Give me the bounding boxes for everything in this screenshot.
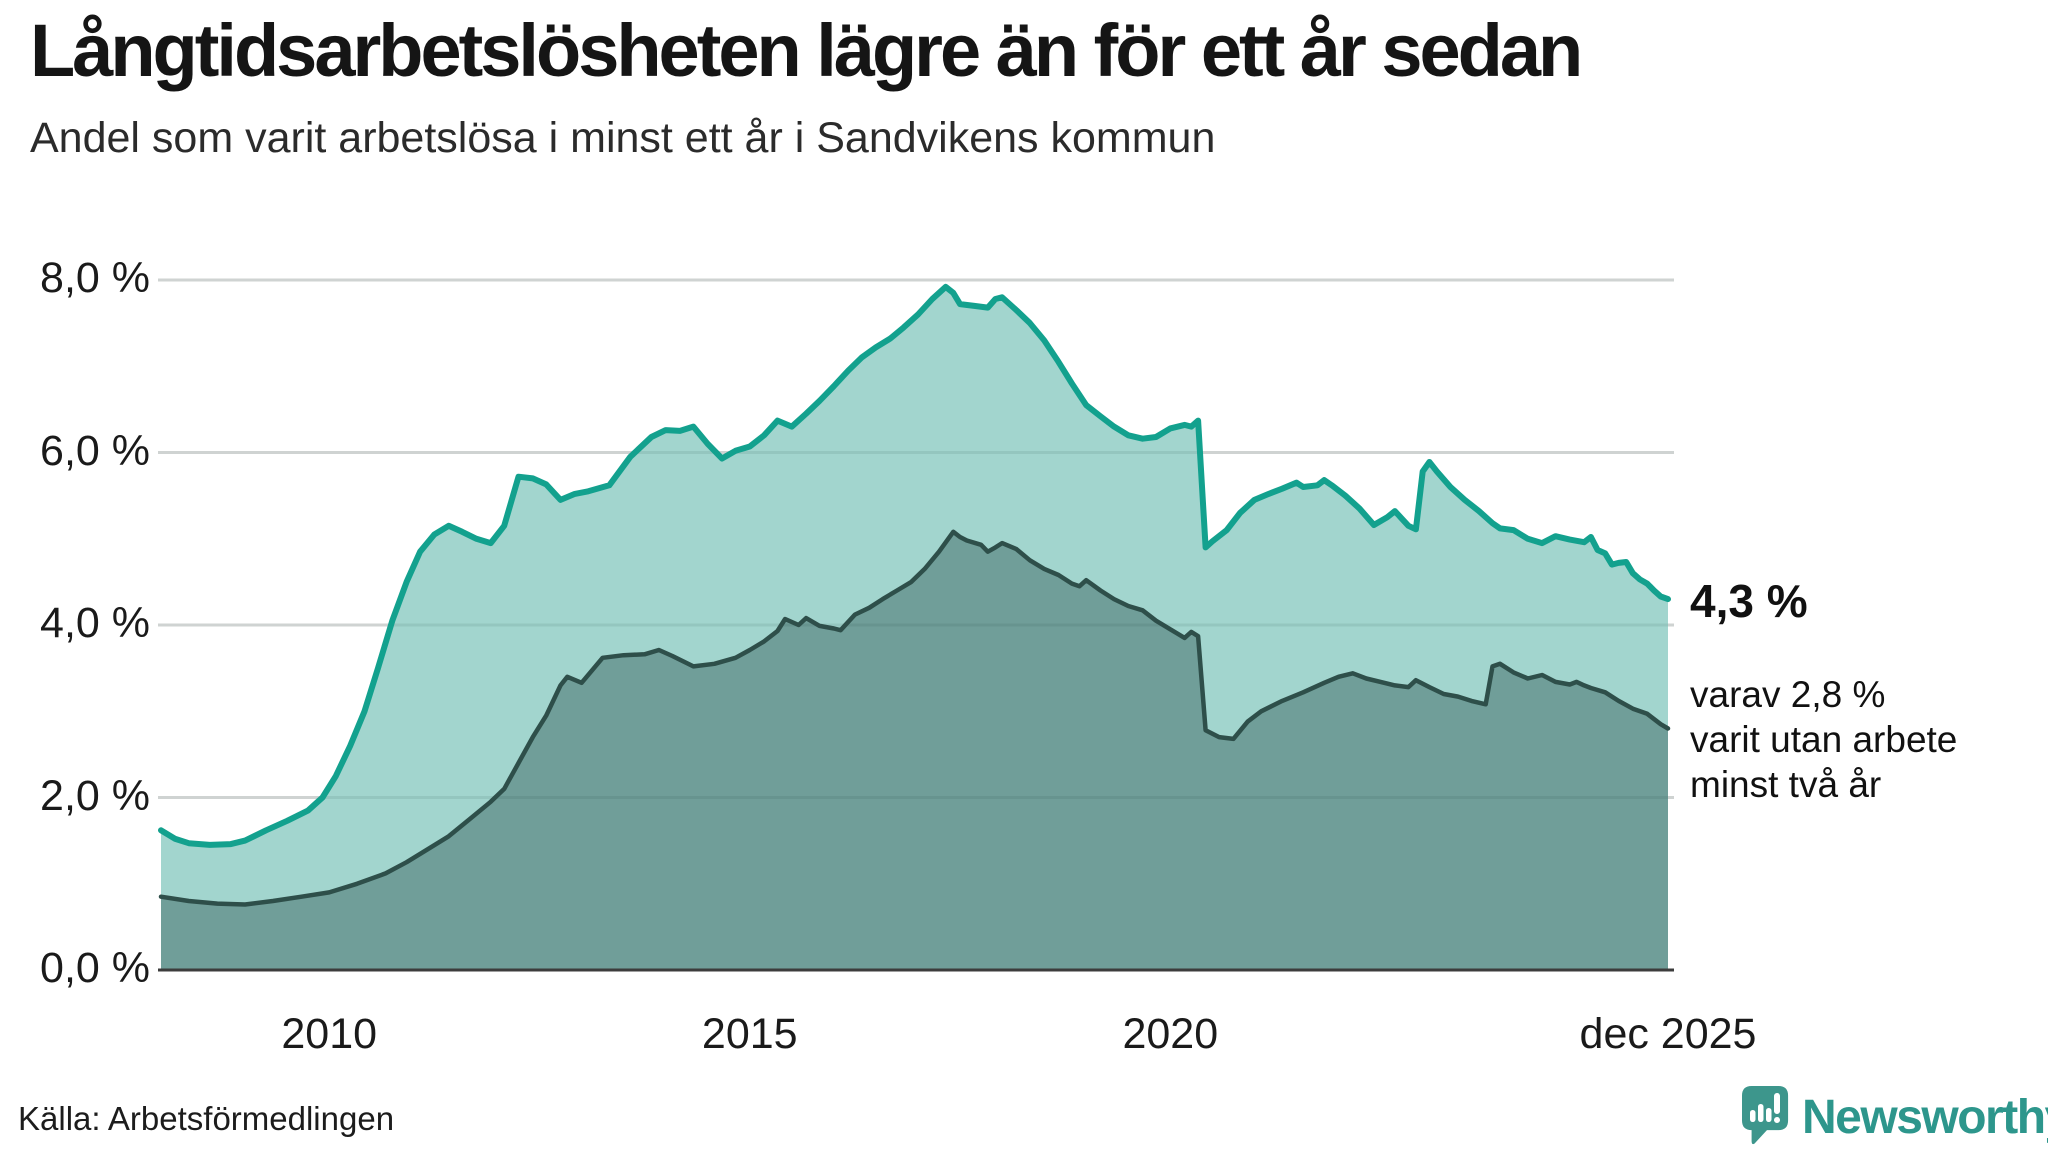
newsworthy-logo: Newsworthy — [1742, 1086, 2048, 1148]
y-tick-label: 4,0 % — [40, 599, 150, 647]
y-tick-label: 0,0 % — [40, 944, 150, 992]
series-line-two-years — [158, 529, 1671, 907]
note-line-3: minst två år — [1690, 764, 1882, 805]
x-tick-label: dec 2025 — [1579, 1010, 1757, 1058]
chart-subtitle: Andel som varit arbetslösa i minst ett å… — [30, 114, 1216, 162]
source-note: Källa: Arbetsförmedlingen — [18, 1100, 395, 1137]
x-tick-label: 2010 — [281, 1010, 378, 1058]
series-line-total — [158, 283, 1671, 848]
y-tick-label: 8,0 % — [40, 254, 150, 302]
y-tick-label: 6,0 % — [40, 426, 150, 475]
series-area-two-years — [161, 531, 1668, 970]
end-value-note: varav 2,8 % varit utan arbete minst två … — [1690, 672, 1957, 807]
newsworthy-bubble-icon — [1742, 1086, 1789, 1145]
x-tick-label: 2020 — [1122, 1010, 1219, 1058]
note-line-2: varit utan arbete — [1690, 719, 1958, 760]
newsworthy-wordmark: Newsworthy — [1802, 1091, 2048, 1144]
end-value-label: 4,3 % — [1690, 575, 1808, 627]
page-title: Långtidsarbetslösheten lägre än för ett … — [30, 9, 1583, 92]
note-line-1: varav 2,8 % — [1690, 674, 1886, 715]
y-tick-label: 2,0 % — [40, 771, 150, 820]
x-tick-label: 2015 — [701, 1010, 798, 1058]
